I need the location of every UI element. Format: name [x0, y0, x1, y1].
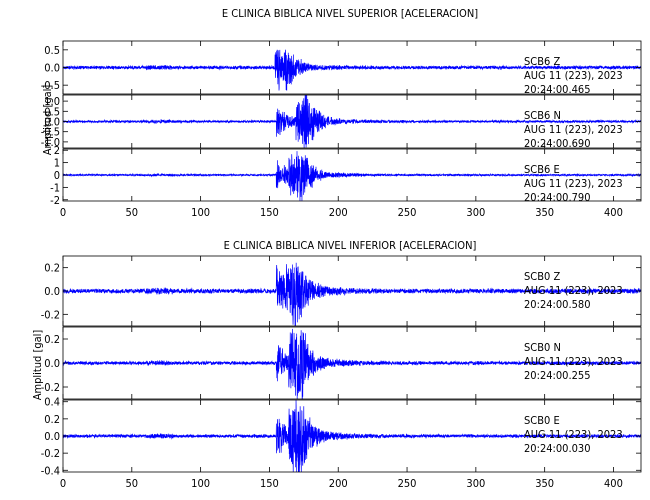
y-tick-label: 1 — [54, 157, 60, 170]
upper-e-date-label: AUG 11 (223), 2023 — [524, 177, 623, 190]
lower-z-trace — [62, 262, 642, 327]
y-tick-label: 0.0 — [44, 116, 60, 129]
upper-n-date-label: AUG 11 (223), 2023 — [524, 123, 623, 136]
y-tick-label: 0.0 — [44, 357, 60, 370]
x-tick-label: 100 — [191, 206, 210, 219]
y-tick-label: 1.0 — [44, 95, 60, 108]
lower-e-station-label: SCB0 E — [524, 414, 560, 427]
y-tick-label: 0.2 — [44, 262, 60, 275]
y-tick-label: -0.2 — [41, 447, 60, 460]
y-tick-label: -0.5 — [41, 126, 60, 139]
lower-n-time-label: 20:24:00.255 — [524, 369, 590, 382]
x-tick-label: 300 — [466, 477, 485, 490]
y-tick-label: 0.2 — [44, 333, 60, 346]
upper-title: E CLINICA BIBLICA NIVEL SUPERIOR [ACELER… — [222, 7, 478, 20]
upper-n-time-label: 20:24:00.690 — [524, 137, 590, 150]
y-tick-label: 0.2 — [44, 413, 60, 426]
upper-z-date-label: AUG 11 (223), 2023 — [524, 69, 623, 82]
x-tick-label: 350 — [535, 477, 554, 490]
y-tick-label: -0.5 — [41, 79, 60, 92]
x-tick-label: 100 — [191, 477, 210, 490]
x-tick-label: 200 — [329, 477, 348, 490]
upper-y-axis-label: Amplitud [gal] — [41, 85, 54, 156]
y-tick-label: 0 — [54, 169, 60, 182]
y-tick-label: -0.2 — [41, 381, 60, 394]
lower-e-time-label: 20:24:00.030 — [524, 442, 590, 455]
x-tick-label: 200 — [329, 206, 348, 219]
upper-n-trace — [62, 94, 642, 149]
y-tick-label: -0.2 — [41, 308, 60, 321]
lower-x-axis: 0 50 100 150 200 250 300 350 400 — [60, 256, 623, 490]
lower-e-date-label: AUG 11 (223), 2023 — [524, 428, 623, 441]
y-tick-label: -0.4 — [41, 464, 60, 477]
lower-z-station-label: SCB0 Z — [524, 270, 560, 283]
y-tick-label: -1 — [50, 181, 60, 194]
upper-z-station-label: SCB6 Z — [524, 55, 560, 68]
y-tick-label: 2 — [54, 144, 60, 157]
x-tick-label: 0 — [60, 477, 66, 490]
y-tick-label: 0.4 — [44, 396, 60, 409]
y-tick-label: 0.5 — [44, 44, 60, 57]
lower-z-date-label: AUG 11 (223), 2023 — [524, 284, 623, 297]
upper-n-station-label: SCB6 N — [524, 109, 561, 122]
y-tick-label: 0.0 — [44, 285, 60, 298]
lower-n-trace — [62, 328, 642, 400]
x-tick-label: 250 — [398, 206, 417, 219]
x-tick-label: 250 — [398, 477, 417, 490]
lower-y-axis-label: Amplitud [gal] — [31, 330, 44, 401]
x-tick-label: 400 — [604, 477, 623, 490]
x-tick-label: 50 — [126, 206, 139, 219]
y-tick-label: 0.5 — [44, 105, 60, 118]
upper-e-time-label: 20:24:00.790 — [524, 191, 590, 204]
lower-title: E CLINICA BIBLICA NIVEL INFERIOR [ACELER… — [224, 239, 477, 252]
lower-z-time-label: 20:24:00.580 — [524, 298, 590, 311]
upper-z-time-label: 20:24:00.465 — [524, 83, 590, 96]
x-tick-label: 50 — [126, 477, 139, 490]
y-tick-label: -2 — [50, 194, 60, 207]
x-tick-label: 0 — [60, 206, 66, 219]
upper-z-trace — [62, 49, 642, 91]
y-tick-label: -1.0 — [41, 136, 60, 149]
upper-e-station-label: SCB6 E — [524, 163, 560, 176]
x-tick-label: 150 — [260, 206, 279, 219]
y-tick-label: 0.0 — [44, 62, 60, 75]
lower-n-station-label: SCB0 N — [524, 341, 561, 354]
lower-n-date-label: AUG 11 (223), 2023 — [524, 355, 623, 368]
upper-x-axis: 0 50 100 150 200 250 300 350 400 — [60, 41, 623, 219]
x-tick-label: 150 — [260, 477, 279, 490]
lower-e-trace — [62, 399, 642, 473]
y-tick-label: 0.0 — [44, 430, 60, 443]
x-tick-label: 400 — [604, 206, 623, 219]
upper-e-trace — [62, 151, 642, 202]
x-tick-label: 350 — [535, 206, 554, 219]
x-tick-label: 300 — [466, 206, 485, 219]
